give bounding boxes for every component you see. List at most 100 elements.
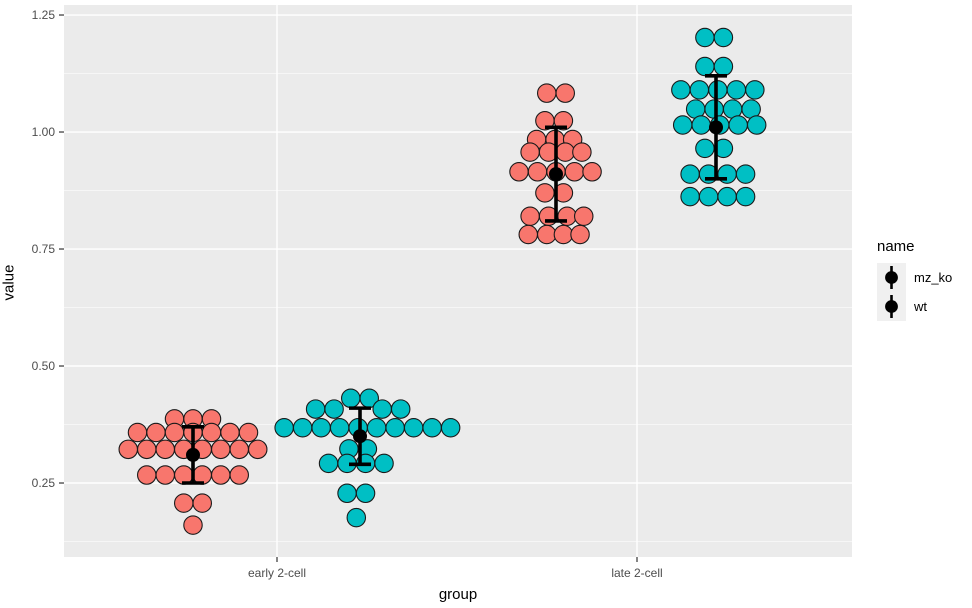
data-point-wt — [695, 138, 715, 159]
y-tick-label: 1.00 — [31, 125, 55, 139]
data-point-mz_ko — [248, 439, 268, 460]
legend-key-box — [877, 292, 906, 321]
data-point-wt — [422, 418, 442, 438]
data-point-mz_ko — [536, 224, 557, 245]
data-point-wt — [366, 418, 387, 438]
legend-title: name — [877, 238, 915, 255]
data-point-wt — [708, 80, 728, 100]
data-point-mz_ko — [518, 224, 538, 245]
data-point-mz_ko — [570, 224, 590, 245]
data-point-mz_ko — [573, 206, 594, 227]
data-point-mz_ko — [553, 111, 574, 131]
legend-entry-label: wt — [914, 299, 927, 314]
pointrange-icon — [885, 295, 898, 318]
data-point-wt — [274, 418, 294, 438]
data-point-wt — [385, 418, 405, 438]
legend-entry-label: mz_ko — [914, 270, 953, 285]
data-point-mz_ko — [238, 422, 259, 443]
data-point-mz_ko — [118, 439, 139, 460]
y-axis-title: value — [0, 264, 18, 301]
data-point-wt — [318, 453, 339, 474]
data-point-wt — [311, 418, 331, 438]
data-point-wt — [735, 164, 756, 184]
mean-point-wt — [353, 429, 367, 444]
data-point-wt — [671, 80, 691, 100]
data-point-wt — [735, 186, 756, 207]
data-point-wt — [324, 399, 344, 419]
x-axis-title: group — [438, 586, 478, 603]
data-point-mz_ko — [127, 422, 148, 443]
data-point-wt — [689, 80, 710, 100]
data-point-wt — [713, 27, 734, 48]
data-point-wt — [713, 56, 734, 77]
data-point-mz_ko — [192, 493, 213, 513]
data-point-wt — [340, 388, 361, 409]
data-point-wt — [717, 186, 737, 207]
data-point-mz_ko — [520, 142, 540, 162]
data-point-mz_ko — [520, 206, 540, 227]
data-point-mz_ko — [527, 162, 548, 182]
legend-entry-mz_ko: mz_ko — [877, 263, 952, 292]
data-point-wt — [672, 115, 693, 135]
data-point-mz_ko — [146, 422, 166, 443]
mean-point-mz_ko — [186, 447, 200, 462]
data-point-mz_ko — [582, 162, 602, 182]
data-point-mz_ko — [137, 465, 157, 485]
legend-key-box — [877, 263, 906, 292]
data-point-wt — [746, 115, 767, 135]
data-point-mz_ko — [564, 162, 585, 182]
x-tick-label: early 2-cell — [247, 566, 307, 580]
data-point-wt — [292, 418, 313, 438]
legend: name mz_ko wt — [877, 238, 952, 321]
data-point-mz_ko — [211, 465, 231, 485]
x-tick-label: late 2-cell — [611, 566, 663, 580]
data-point-wt — [329, 418, 350, 438]
data-point-wt — [372, 399, 392, 419]
data-point-wt — [355, 483, 376, 504]
data-point-wt — [691, 115, 711, 135]
mean-point-wt — [709, 120, 723, 135]
legend-entry-wt: wt — [877, 292, 952, 321]
data-point-wt — [680, 164, 700, 184]
data-point-wt — [305, 399, 326, 419]
y-tick-label: 0.75 — [31, 242, 55, 256]
data-point-wt — [374, 453, 394, 474]
data-point-mz_ko — [220, 422, 240, 443]
data-point-wt — [403, 418, 424, 438]
mean-point-mz_ko — [549, 167, 563, 182]
data-point-mz_ko — [137, 439, 157, 460]
data-point-mz_ko — [183, 515, 203, 535]
data-point-wt — [337, 483, 357, 504]
data-point-wt — [390, 399, 411, 419]
data-point-mz_ko — [155, 465, 176, 485]
data-point-mz_ko — [201, 422, 222, 443]
pointrange-icon — [885, 266, 898, 289]
data-point-wt — [728, 115, 748, 135]
data-point-wt — [680, 186, 700, 207]
data-point-mz_ko — [229, 439, 250, 460]
data-point-mz_ko — [553, 224, 574, 245]
data-point-wt — [726, 80, 747, 100]
data-point-mz_ko — [164, 422, 185, 443]
data-point-mz_ko — [155, 439, 176, 460]
y-tick-label: 0.25 — [31, 476, 55, 490]
data-point-wt — [695, 56, 715, 77]
data-point-mz_ko — [536, 83, 557, 103]
data-point-mz_ko — [555, 83, 575, 103]
data-point-wt — [440, 418, 461, 438]
data-point-wt — [346, 507, 367, 528]
data-point-mz_ko — [555, 142, 575, 162]
data-point-mz_ko — [229, 465, 250, 485]
data-point-mz_ko — [509, 162, 529, 182]
data-point-mz_ko — [211, 439, 231, 460]
data-point-wt — [698, 186, 719, 207]
data-point-mz_ko — [572, 142, 592, 162]
y-tick-label: 0.50 — [31, 359, 55, 373]
data-point-wt — [695, 27, 715, 48]
y-tick-label: 1.25 — [31, 8, 55, 22]
data-point-mz_ko — [535, 183, 555, 203]
data-point-wt — [745, 80, 765, 100]
data-point-mz_ko — [174, 493, 194, 513]
